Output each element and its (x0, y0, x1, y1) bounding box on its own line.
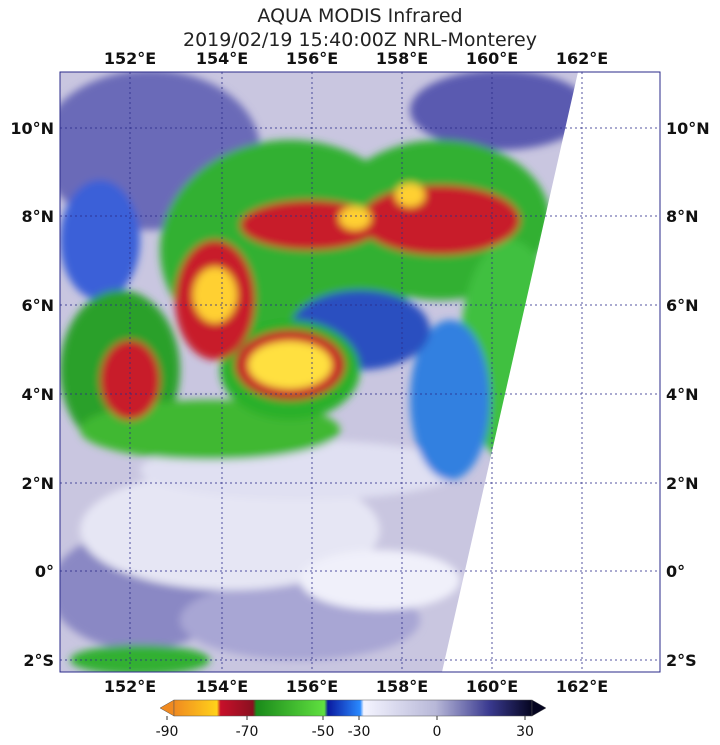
latitude-label-left: 0° (35, 562, 54, 581)
map-frame (59, 71, 661, 673)
longitude-label-top: 152°E (104, 49, 156, 68)
latitude-label-right: 10°N (666, 119, 710, 138)
latitude-label-left: 4°N (21, 385, 54, 404)
latitude-label-right: 4°N (666, 385, 699, 404)
coordinate-labels: 152°E 152°E 154°E 154°E 156°E 156°E 158°E 158°E… (10, 49, 709, 696)
latitude-label-left: 6°N (21, 296, 54, 315)
colorbar-tick-label: -90 (156, 724, 179, 740)
longitude-label-bottom: 152°E (104, 677, 156, 696)
latitude-label-right: 0° (666, 562, 685, 581)
subtitle: 2019/02/19 15:40:00Z NRL-Monterey (183, 29, 537, 51)
longitude-label-top: 158°E (376, 49, 428, 68)
latitude-label-right: 6°N (666, 296, 699, 315)
latitude-label-right: 2°S (666, 651, 697, 670)
longitude-label-top: 160°E (466, 49, 518, 68)
colorbar-ticks: -90 -70 -50 -30 0 30 (156, 716, 534, 740)
longitude-label-top: 162°E (556, 49, 608, 68)
satellite-image (60, 72, 660, 672)
graticule (60, 72, 660, 672)
longitude-label-bottom: 162°E (556, 677, 608, 696)
longitude-label-bottom: 156°E (286, 677, 338, 696)
longitude-label-bottom: 160°E (466, 677, 518, 696)
colorbar (159, 699, 547, 717)
longitude-label-top: 156°E (286, 49, 338, 68)
latitude-label-left: 2°S (23, 651, 54, 670)
latitude-label-left: 10°N (10, 119, 54, 138)
longitude-label-bottom: 154°E (196, 677, 248, 696)
title: AQUA MODIS Infrared (257, 5, 462, 27)
colorbar-tick-label: 30 (516, 724, 534, 740)
longitude-label-top: 154°E (196, 49, 248, 68)
latitude-label-right: 8°N (666, 207, 699, 226)
colorbar-tick-label: -70 (236, 724, 259, 740)
latitude-label-left: 8°N (21, 207, 54, 226)
longitude-label-bottom: 158°E (376, 677, 428, 696)
latitude-label-right: 2°N (666, 474, 699, 493)
colorbar-tick-label: 0 (433, 724, 442, 740)
colorbar-tick-label: -30 (348, 724, 371, 740)
colorbar-tick-label: -50 (312, 724, 335, 740)
latitude-label-left: 2°N (21, 474, 54, 493)
